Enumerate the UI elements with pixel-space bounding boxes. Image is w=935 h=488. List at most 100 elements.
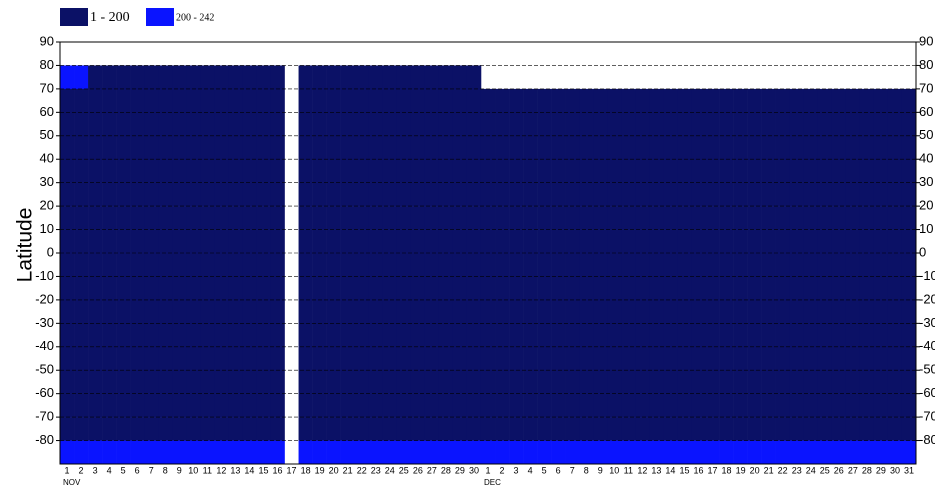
- heatmap-cell: [270, 370, 285, 394]
- heatmap-cell: [298, 88, 313, 113]
- heatmap-cell: [901, 229, 917, 254]
- heatmap-cell: [424, 370, 440, 394]
- x-tick-label: 5: [121, 465, 126, 475]
- heatmap-cell: [789, 135, 805, 160]
- heatmap-cell: [368, 440, 384, 465]
- heatmap-cell: [579, 323, 594, 348]
- heatmap-cell: [509, 276, 524, 301]
- heatmap-cell: [789, 393, 805, 418]
- heatmap-cell: [565, 417, 580, 441]
- y-tick-label: 20: [40, 198, 54, 213]
- heatmap-cell: [200, 112, 215, 137]
- heatmap-cell: [719, 88, 734, 113]
- heatmap-cell: [565, 159, 580, 183]
- heatmap-cell: [817, 393, 833, 418]
- heatmap-cell: [382, 206, 398, 230]
- heatmap-cell: [186, 346, 201, 371]
- heatmap-cell: [551, 112, 566, 137]
- heatmap-cell: [298, 440, 313, 465]
- heatmap-cell: [130, 135, 145, 160]
- heatmap-cell: [873, 393, 889, 418]
- heatmap-cell: [495, 135, 510, 160]
- heatmap-cell: [480, 346, 496, 371]
- heatmap-cell: [901, 88, 917, 113]
- heatmap-cell: [859, 88, 875, 113]
- heatmap-cell: [663, 299, 678, 324]
- heatmap-cell: [831, 182, 847, 207]
- heatmap-cell: [88, 206, 103, 230]
- heatmap-cell: [242, 65, 257, 90]
- heatmap-cell: [775, 135, 791, 160]
- heatmap-cell: [116, 276, 131, 301]
- heatmap-cell: [747, 253, 762, 277]
- heatmap-cell: [831, 323, 847, 348]
- heatmap-cell: [831, 229, 847, 254]
- y-tick-label: -20: [35, 291, 54, 306]
- y-tick-label: -40: [35, 338, 54, 353]
- heatmap-cell: [368, 182, 384, 207]
- heatmap-cell: [452, 206, 468, 230]
- heatmap-cell: [719, 135, 734, 160]
- heatmap-cell: [228, 393, 243, 418]
- heatmap-cell: [326, 88, 341, 113]
- heatmap-cell: [214, 276, 229, 301]
- heatmap-cell: [424, 206, 440, 230]
- heatmap-cell: [817, 182, 833, 207]
- x-tick-label: 12: [637, 465, 647, 475]
- heatmap-cell: [410, 440, 426, 465]
- heatmap-cell: [480, 299, 496, 324]
- heatmap-cell: [831, 417, 847, 441]
- heatmap-cell: [901, 276, 917, 301]
- heatmap-cell: [354, 88, 370, 113]
- x-tick-label: 18: [301, 465, 311, 475]
- heatmap-cell: [312, 393, 327, 418]
- heatmap-cell: [579, 88, 594, 113]
- heatmap-cell: [789, 182, 805, 207]
- heatmap-cell: [733, 440, 748, 465]
- heatmap-cell: [214, 393, 229, 418]
- heatmap-cell: [340, 417, 355, 441]
- heatmap-cell: [663, 323, 678, 348]
- heatmap-cell: [817, 206, 833, 230]
- heatmap-cell: [859, 253, 875, 277]
- heatmap-cell: [733, 112, 748, 137]
- heatmap-cell: [523, 112, 538, 137]
- heatmap-cell: [60, 253, 75, 277]
- x-tick-label: 15: [258, 465, 268, 475]
- heatmap-cell: [733, 206, 748, 230]
- heatmap-cell: [158, 229, 173, 254]
- heatmap-cell: [424, 135, 440, 160]
- heatmap-cell: [593, 440, 608, 465]
- heatmap-cell: [495, 206, 510, 230]
- heatmap-cell: [663, 88, 678, 113]
- heatmap-cell: [480, 276, 496, 301]
- x-tick-label: 24: [385, 465, 395, 475]
- heatmap-cell: [845, 393, 861, 418]
- heatmap-cell: [621, 135, 636, 160]
- heatmap-cell: [901, 206, 917, 230]
- heatmap-cell: [466, 159, 482, 183]
- heatmap-cell: [480, 440, 496, 465]
- heatmap-cell: [747, 135, 762, 160]
- heatmap-cell: [326, 417, 341, 441]
- heatmap-cell: [200, 182, 215, 207]
- heatmap-cell: [551, 323, 566, 348]
- heatmap-cell: [102, 323, 117, 348]
- heatmap-cell: [621, 346, 636, 371]
- heatmap-cell: [186, 65, 201, 90]
- heatmap-cell: [537, 88, 552, 113]
- heatmap-cell: [172, 229, 187, 254]
- heatmap-cell: [593, 253, 608, 277]
- heatmap-cell: [803, 159, 819, 183]
- heatmap-cell: [663, 276, 678, 301]
- heatmap-cell: [158, 370, 173, 394]
- heatmap-cell: [130, 299, 145, 324]
- heatmap-cell: [480, 253, 496, 277]
- x-tick-label: 8: [584, 465, 589, 475]
- heatmap-cell: [74, 253, 89, 277]
- heatmap-cell: [733, 370, 748, 394]
- heatmap-cell: [621, 370, 636, 394]
- heatmap-cell: [466, 370, 482, 394]
- heatmap-cell: [621, 393, 636, 418]
- y-tick-label: -50: [919, 362, 935, 377]
